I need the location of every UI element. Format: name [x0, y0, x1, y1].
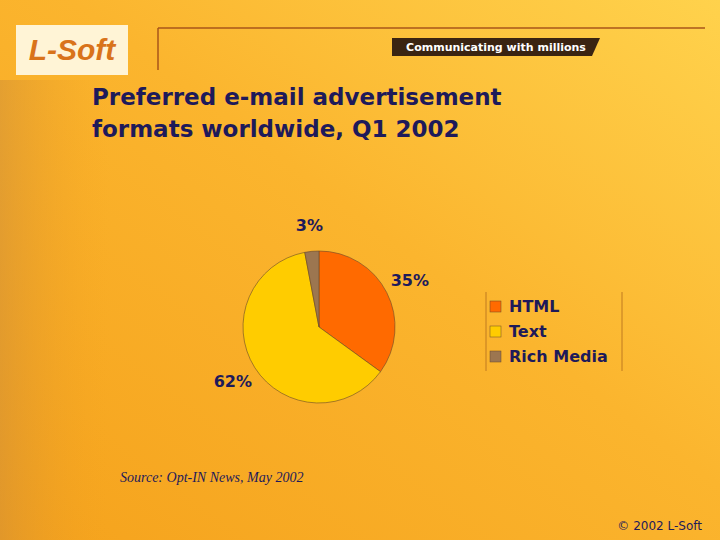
legend-item: HTML	[490, 297, 559, 316]
logo: L-Soft	[29, 33, 118, 66]
legend-border	[486, 292, 487, 371]
logo-box	[16, 25, 128, 75]
legend: HTML Text Rich Media	[486, 292, 622, 371]
legend-swatch	[490, 351, 501, 362]
data-label: 35%	[391, 271, 429, 290]
legend-item: Text	[490, 322, 547, 341]
pie-slice	[305, 251, 319, 327]
header-line	[158, 27, 705, 29]
legend-label: HTML	[509, 297, 559, 316]
data-label: 62%	[214, 372, 252, 391]
tagline: Communicating with millions	[406, 41, 586, 54]
slices	[243, 251, 395, 403]
chart-title: Preferred e-mail advertisementformats wo…	[92, 84, 502, 142]
data-label: 3%	[296, 216, 323, 235]
slide: L-Soft Communicating with millions Preferr…	[0, 0, 720, 540]
side-photo-fade	[0, 80, 110, 540]
source-note: Source: Opt-IN News, May 2002	[120, 470, 303, 485]
legend-swatch	[490, 326, 501, 337]
copyright: © 2002 L-Soft	[617, 519, 702, 533]
legend-label: Text	[509, 322, 547, 341]
background	[0, 0, 720, 540]
header-line	[157, 28, 159, 70]
tagline-bar	[392, 38, 600, 56]
legend-swatch	[490, 301, 501, 312]
pie-plot: 35% 62% 3%	[214, 216, 429, 403]
legend-item: Rich Media	[490, 347, 608, 366]
legend-border	[622, 292, 623, 371]
legend-label: Rich Media	[509, 347, 608, 366]
